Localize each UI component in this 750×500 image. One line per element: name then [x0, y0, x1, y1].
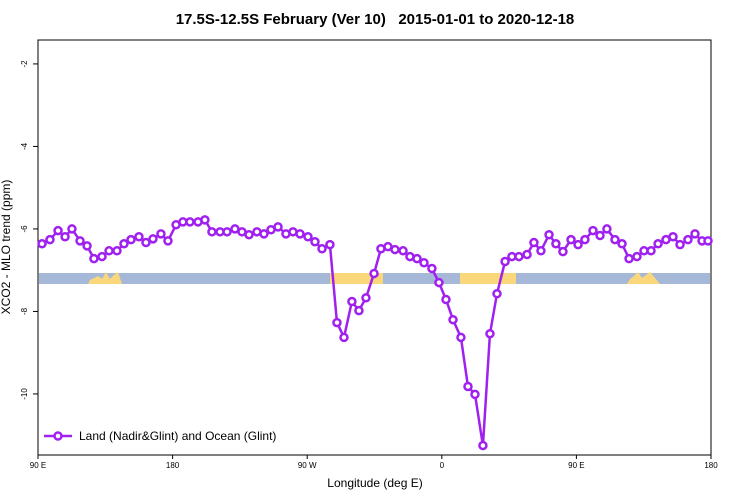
- data-point: [434, 277, 444, 288]
- data-point: [207, 227, 217, 237]
- land-strip: [460, 273, 516, 284]
- data-point: [602, 224, 612, 234]
- land-strip: [627, 272, 660, 284]
- data-point: [427, 263, 437, 274]
- data-point: [632, 251, 642, 262]
- data-point: [126, 234, 136, 245]
- x-tick-label: 90 E: [30, 461, 46, 470]
- data-point: [485, 328, 495, 339]
- x-axis-label: Longitude (deg E): [327, 476, 422, 490]
- data-point: [89, 253, 99, 264]
- data-point: [690, 229, 700, 239]
- data-point: [163, 236, 173, 246]
- data-point: [544, 229, 554, 240]
- data-point: [45, 234, 55, 245]
- data-point: [390, 244, 400, 255]
- data-point: [529, 237, 539, 248]
- data-point: [419, 258, 429, 268]
- x-tick-label: 0: [440, 461, 445, 470]
- data-point: [156, 229, 166, 239]
- data-point: [141, 237, 151, 248]
- data-point: [97, 251, 107, 262]
- data-point: [332, 317, 342, 328]
- land-strip: [88, 272, 122, 284]
- data-point: [617, 239, 627, 249]
- data-point: [463, 381, 473, 392]
- y-axis-label: XCO2 - MLO trend (ppm): [0, 180, 13, 315]
- data-point: [683, 234, 693, 245]
- legend-marker: [53, 431, 63, 441]
- data-point: [398, 246, 408, 256]
- x-tick-label: 90 W: [298, 461, 317, 470]
- x-tick-label: 180: [704, 461, 718, 470]
- y-tick-label: -2: [20, 60, 29, 68]
- data-point: [244, 229, 254, 240]
- data-point: [347, 296, 357, 307]
- data-point: [653, 239, 663, 249]
- data-point: [119, 239, 129, 249]
- x-tick-label: 90 E: [568, 461, 584, 470]
- data-point: [551, 239, 561, 249]
- data-point: [588, 225, 598, 236]
- data-point: [580, 234, 590, 245]
- data-point: [646, 246, 656, 256]
- data-point: [558, 246, 568, 257]
- y-tick-label: -4: [20, 142, 29, 150]
- data-point: [441, 294, 451, 305]
- chart-title: 17.5S-12.5S February (Ver 10) 2015-01-01…: [176, 11, 575, 28]
- data-point: [500, 256, 510, 267]
- data-point: [470, 389, 480, 400]
- data-point: [222, 227, 232, 237]
- data-point: [339, 332, 349, 343]
- data-point: [624, 253, 634, 264]
- land-strip: [330, 273, 383, 284]
- y-tick-label: -6: [20, 225, 29, 233]
- data-point: [200, 215, 210, 225]
- data-point: [75, 236, 85, 246]
- data-point: [60, 232, 70, 242]
- data-point: [369, 268, 379, 279]
- data-point: [522, 249, 532, 260]
- data-point: [67, 224, 77, 234]
- x-tick-label: 180: [166, 461, 180, 470]
- data-point: [668, 232, 678, 242]
- data-point: [185, 217, 195, 227]
- data-point: [82, 241, 92, 251]
- data-point: [448, 314, 458, 325]
- data-point: [573, 239, 583, 250]
- data-point: [566, 234, 576, 245]
- data-point: [37, 239, 47, 249]
- data-point: [492, 288, 502, 299]
- data-point: [310, 236, 320, 247]
- data-point: [703, 236, 713, 246]
- plot-frame: [37, 39, 712, 456]
- data-point: [595, 230, 605, 241]
- series-line: [41, 218, 709, 446]
- data-point: [354, 305, 364, 316]
- data-point: [325, 239, 335, 250]
- y-tick-label: -10: [20, 388, 29, 400]
- data-point: [675, 239, 685, 250]
- data-point: [536, 246, 546, 256]
- data-point: [514, 251, 524, 262]
- data-point: [303, 232, 313, 242]
- data-point: [273, 222, 283, 232]
- data-point: [112, 246, 122, 256]
- data-point: [412, 253, 422, 264]
- data-point: [317, 243, 327, 254]
- data-point: [456, 332, 466, 343]
- legend-label: Land (Nadir&Glint) and Ocean (Glint): [79, 429, 276, 443]
- y-tick-label: -8: [20, 307, 29, 315]
- data-point: [259, 229, 269, 239]
- data-point: [53, 225, 63, 236]
- data-point: [295, 229, 305, 239]
- data-point: [610, 234, 620, 245]
- surface-strip: [39, 272, 710, 284]
- data-point: [134, 232, 144, 242]
- data-point: [361, 293, 371, 303]
- data-point: [478, 440, 488, 451]
- data-point: [148, 234, 158, 244]
- data-point: [104, 246, 114, 256]
